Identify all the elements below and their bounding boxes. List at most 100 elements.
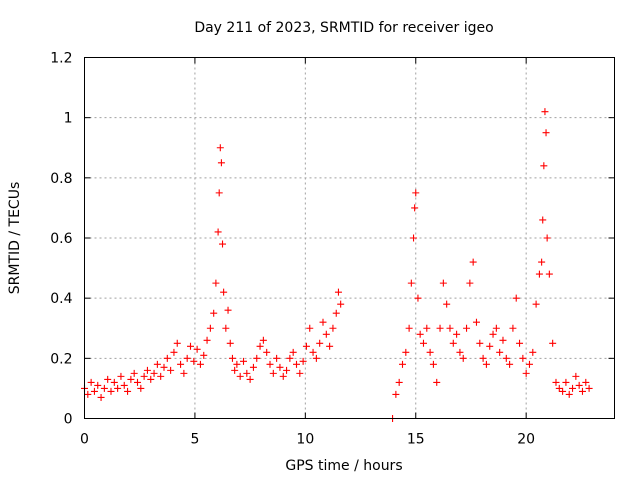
data-point	[512, 294, 520, 302]
x-tick-label: 10	[296, 432, 314, 448]
data-point	[419, 339, 427, 347]
data-point	[224, 306, 232, 314]
data-point	[414, 294, 422, 302]
data-point	[302, 342, 310, 350]
y-tick-label: 0.6	[50, 231, 72, 247]
data-point	[334, 288, 342, 296]
data-point	[216, 144, 224, 152]
x-tick-label: 15	[407, 432, 425, 448]
data-point	[276, 363, 284, 371]
data-point	[569, 384, 577, 392]
data-point	[562, 378, 570, 386]
data-point	[446, 324, 454, 332]
data-point	[541, 108, 549, 116]
data-point	[449, 339, 457, 347]
data-point	[240, 357, 247, 365]
data-point	[466, 279, 474, 287]
data-point	[332, 309, 340, 317]
data-point	[127, 375, 135, 383]
data-point	[479, 354, 487, 362]
data-point	[137, 384, 145, 392]
data-point	[395, 378, 403, 386]
data-point	[110, 378, 118, 386]
x-tick-label: 5	[190, 432, 199, 448]
data-point	[499, 336, 507, 344]
data-point	[236, 372, 244, 380]
axis-ticks: 0 0.2 0.4 0.6 0.8 1 1.2 0 5 10 15 20	[50, 51, 615, 448]
data-point	[222, 324, 230, 332]
data-point	[522, 369, 530, 377]
data-point	[496, 348, 504, 356]
data-point	[153, 360, 161, 368]
data-point	[84, 390, 92, 398]
data-point	[243, 369, 251, 377]
data-point	[114, 384, 122, 392]
data-point	[273, 354, 281, 362]
data-point	[459, 354, 467, 362]
data-point	[94, 381, 102, 389]
data-point	[190, 357, 198, 365]
data-point	[256, 342, 264, 350]
chart-title: Day 211 of 2023, SRMTID for receiver ige…	[194, 20, 493, 36]
data-point	[555, 384, 563, 392]
data-point	[246, 375, 254, 383]
data-point	[220, 288, 228, 296]
data-point	[329, 324, 337, 332]
data-point	[326, 342, 334, 350]
data-point	[120, 381, 128, 389]
data-point	[502, 354, 510, 362]
y-tick-label: 0.8	[50, 171, 72, 187]
data-point	[177, 360, 185, 368]
data-point	[187, 342, 194, 350]
data-point	[578, 387, 586, 395]
data-point	[322, 330, 330, 338]
data-point	[163, 354, 171, 362]
y-tick-label: 1.2	[50, 51, 72, 67]
data-point	[104, 375, 112, 383]
data-point	[575, 381, 583, 389]
data-point	[337, 300, 345, 308]
data-point	[173, 339, 181, 347]
data-point	[143, 366, 151, 374]
y-tick-label: 0.4	[50, 291, 72, 307]
data-point	[253, 354, 261, 362]
data-point	[150, 369, 158, 377]
data-point	[217, 159, 225, 167]
data-point	[426, 348, 434, 356]
data-point	[286, 354, 294, 362]
data-point	[219, 240, 227, 248]
data-point	[170, 348, 178, 356]
data-point	[157, 372, 165, 380]
data-point	[540, 162, 548, 170]
data-point	[206, 324, 214, 332]
data-point	[107, 387, 115, 395]
data-point	[585, 384, 593, 392]
data-point	[266, 360, 274, 368]
data-point	[410, 234, 418, 242]
data-point	[529, 348, 537, 356]
data-point	[399, 360, 406, 368]
data-point	[486, 342, 494, 350]
data-point	[214, 228, 222, 236]
data-point	[456, 348, 464, 356]
data-point	[87, 378, 95, 386]
data-point	[233, 360, 241, 368]
data-point	[249, 363, 257, 371]
data-point	[416, 330, 424, 338]
data-point	[231, 366, 239, 374]
data-point	[319, 318, 327, 326]
data-point	[306, 324, 314, 332]
data-point	[259, 336, 267, 344]
data-point	[228, 354, 236, 362]
data-point	[543, 234, 551, 242]
data-point	[279, 372, 287, 380]
data-point	[299, 357, 307, 365]
data-point	[492, 324, 500, 332]
data-point	[538, 258, 546, 266]
data-point	[90, 387, 98, 395]
data-point	[124, 387, 132, 395]
data-point	[316, 339, 324, 347]
data-point	[140, 372, 148, 380]
data-point	[545, 270, 553, 278]
data-point	[100, 384, 108, 392]
